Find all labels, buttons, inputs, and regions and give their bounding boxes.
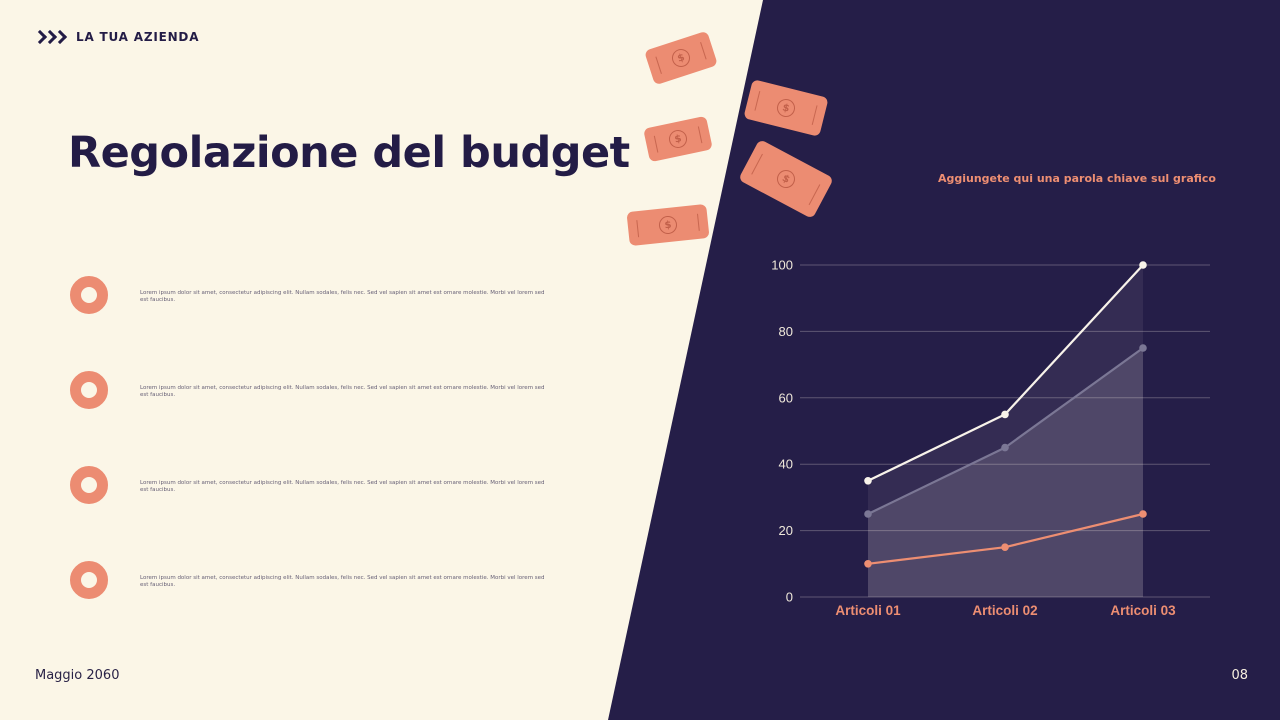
data-point	[1139, 261, 1147, 269]
brand-logo: LA TUA AZIENDA	[32, 29, 200, 45]
y-tick-label: 100	[771, 258, 793, 273]
page-number: 08	[1231, 668, 1248, 683]
list-item-text: Lorem ipsum dolor sit amet, consectetur …	[140, 385, 545, 398]
data-point	[1001, 410, 1009, 419]
bullet-ring-icon	[70, 276, 108, 314]
y-tick-label: 20	[779, 523, 793, 538]
y-tick-label: 80	[779, 324, 793, 339]
chart-series-3	[864, 510, 1147, 568]
chart-area-series-1	[868, 265, 1143, 597]
y-tick-label: 0	[786, 590, 793, 605]
list-item-text: Lorem ipsum dolor sit amet, consectetur …	[140, 575, 545, 588]
list-item: Lorem ipsum dolor sit amet, consectetur …	[70, 466, 570, 506]
dollar-icon: $	[775, 97, 797, 119]
brand-chevrons-icon	[32, 29, 68, 45]
money-bill-icon: $	[743, 79, 829, 137]
data-point	[1139, 344, 1147, 352]
data-point	[864, 510, 872, 518]
chart-annotation: Aggiungete qui una parola chiave sul gra…	[937, 172, 1216, 185]
footer-date: Maggio 2060	[35, 668, 120, 683]
bullet-ring-icon	[70, 561, 108, 599]
dollar-icon: $	[667, 128, 689, 150]
chart-gridlines: 0 20 40 60 80 100	[771, 258, 1210, 605]
chart-series-2	[864, 344, 1147, 518]
data-point	[1001, 543, 1009, 551]
x-tick-label: Articoli 03	[1110, 603, 1176, 618]
y-tick-label: 60	[779, 390, 793, 405]
list-item: Lorem ipsum dolor sit amet, consectetur …	[70, 371, 570, 411]
chart-area-series-2	[868, 348, 1143, 597]
data-point	[1139, 510, 1147, 518]
slide-title: Regolazione del budget	[68, 128, 630, 178]
y-tick-label: 40	[779, 457, 793, 472]
x-tick-label: Articoli 01	[835, 603, 901, 618]
dollar-icon: $	[658, 215, 678, 235]
list-item: Lorem ipsum dolor sit amet, consectetur …	[70, 276, 570, 316]
bullet-ring-icon	[70, 466, 108, 504]
x-tick-label: Articoli 02	[972, 603, 1037, 618]
data-point	[864, 477, 872, 485]
data-point	[864, 560, 872, 568]
chart-series-1	[864, 261, 1147, 485]
bullet-ring-icon	[70, 371, 108, 409]
list-item: Lorem ipsum dolor sit amet, consectetur …	[70, 561, 570, 601]
chart-x-labels: Articoli 01 Articoli 02 Articoli 03	[835, 603, 1176, 618]
data-point	[1001, 443, 1009, 452]
list-item-text: Lorem ipsum dolor sit amet, consectetur …	[140, 480, 545, 493]
brand-name: LA TUA AZIENDA	[76, 30, 200, 44]
dollar-icon: $	[773, 166, 799, 192]
dollar-icon: $	[669, 46, 693, 70]
list-item-text: Lorem ipsum dolor sit amet, consectetur …	[140, 290, 545, 303]
